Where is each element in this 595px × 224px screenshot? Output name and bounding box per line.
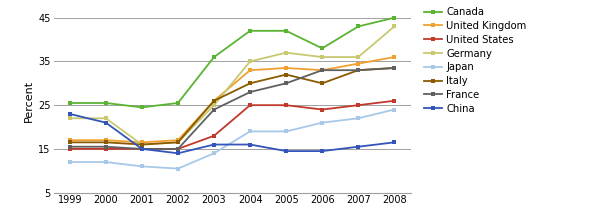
Line: Italy: Italy xyxy=(67,66,397,147)
Line: United States: United States xyxy=(67,98,397,151)
United Kingdom xyxy=(102,139,109,142)
United Kingdom xyxy=(246,69,253,71)
United Kingdom xyxy=(391,56,398,58)
Line: United Kingdom: United Kingdom xyxy=(67,55,397,145)
United States xyxy=(102,148,109,150)
Italy xyxy=(246,82,253,85)
Germany xyxy=(246,60,253,63)
United States xyxy=(211,134,218,137)
Japan xyxy=(174,167,181,170)
France xyxy=(355,69,362,71)
Y-axis label: Percent: Percent xyxy=(24,80,34,122)
Italy xyxy=(211,99,218,102)
United States xyxy=(355,104,362,107)
China xyxy=(246,143,253,146)
France xyxy=(319,69,326,71)
Line: China: China xyxy=(67,112,397,156)
Japan xyxy=(211,152,218,155)
Line: Japan: Japan xyxy=(67,107,397,171)
China xyxy=(66,113,73,115)
United States xyxy=(174,148,181,150)
Japan xyxy=(66,161,73,163)
United States xyxy=(66,148,73,150)
France xyxy=(138,148,145,150)
France xyxy=(246,91,253,93)
France xyxy=(102,145,109,148)
Canada xyxy=(66,102,73,104)
Germany xyxy=(66,117,73,120)
United States xyxy=(391,99,398,102)
Italy xyxy=(319,82,326,85)
Canada xyxy=(211,56,218,58)
Canada xyxy=(283,30,290,32)
China xyxy=(319,150,326,153)
France xyxy=(66,145,73,148)
United States xyxy=(138,148,145,150)
United Kingdom xyxy=(138,141,145,144)
France xyxy=(174,148,181,150)
Germany xyxy=(391,25,398,28)
United Kingdom xyxy=(174,139,181,142)
China xyxy=(283,150,290,153)
Japan xyxy=(355,117,362,120)
Canada xyxy=(355,25,362,28)
Italy xyxy=(102,141,109,144)
China xyxy=(174,152,181,155)
Canada xyxy=(319,47,326,50)
Legend: Canada, United Kingdom, United States, Germany, Japan, Italy, France, China: Canada, United Kingdom, United States, G… xyxy=(424,7,527,114)
Italy xyxy=(66,141,73,144)
Canada xyxy=(102,102,109,104)
Canada xyxy=(246,30,253,32)
France xyxy=(391,67,398,69)
Germany xyxy=(102,117,109,120)
France xyxy=(211,108,218,111)
Japan xyxy=(283,130,290,133)
Japan xyxy=(246,130,253,133)
Line: Germany: Germany xyxy=(67,24,397,147)
Japan xyxy=(138,165,145,168)
United Kingdom xyxy=(319,69,326,71)
Line: France: France xyxy=(67,66,397,151)
United States xyxy=(283,104,290,107)
China xyxy=(355,145,362,148)
Italy xyxy=(174,141,181,144)
United Kingdom xyxy=(283,67,290,69)
Canada xyxy=(391,16,398,19)
Japan xyxy=(319,121,326,124)
France xyxy=(283,82,290,85)
Japan xyxy=(391,108,398,111)
United Kingdom xyxy=(355,62,362,65)
United States xyxy=(246,104,253,107)
Italy xyxy=(138,143,145,146)
Line: Canada: Canada xyxy=(67,15,397,110)
Germany xyxy=(138,143,145,146)
Germany xyxy=(319,56,326,58)
Germany xyxy=(355,56,362,58)
Canada xyxy=(174,102,181,104)
Italy xyxy=(283,73,290,76)
China xyxy=(391,141,398,144)
Italy xyxy=(391,67,398,69)
China xyxy=(138,148,145,150)
United Kingdom xyxy=(211,99,218,102)
Germany xyxy=(174,141,181,144)
United Kingdom xyxy=(66,139,73,142)
Italy xyxy=(355,69,362,71)
China xyxy=(102,121,109,124)
China xyxy=(211,143,218,146)
Germany xyxy=(283,51,290,54)
Germany xyxy=(211,104,218,107)
Canada xyxy=(138,106,145,109)
United States xyxy=(319,108,326,111)
Japan xyxy=(102,161,109,163)
